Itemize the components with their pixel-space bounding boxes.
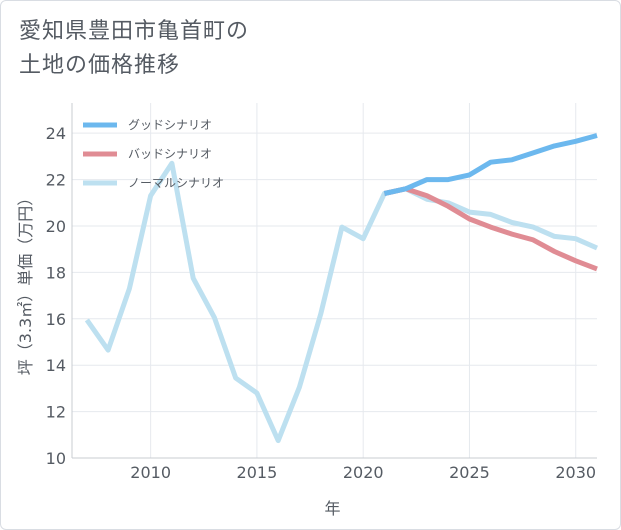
chart-title: 愛知県豊田市亀首町の 土地の価格推移 — [19, 15, 249, 83]
y-axis-title: 坪（3.3㎡）単価（万円） — [16, 190, 35, 375]
series-lines — [84, 133, 599, 444]
legend-label-0: グッドシナリオ — [128, 118, 212, 132]
axes: 2010 2015 2020 2025 2030 10 12 14 16 18 20 22 24 年 坪（3… — [16, 103, 597, 518]
series-line-1 — [383, 186, 598, 272]
series-line-0 — [383, 133, 598, 196]
series-line-2 — [84, 160, 599, 444]
y-tick-label-10: 10 — [46, 449, 66, 468]
grid-lines — [72, 103, 597, 459]
x-tick-label-2010: 2010 — [130, 463, 171, 482]
y-tick-label-16: 16 — [46, 310, 66, 329]
y-tick-label-12: 12 — [46, 403, 66, 422]
chart-title-line-1: 愛知県豊田市亀首町の — [19, 19, 250, 44]
y-tick-label-20: 20 — [46, 217, 66, 236]
chart-title-line-2: 土地の価格推移 — [19, 53, 181, 78]
x-tick-label-2030: 2030 — [555, 463, 596, 482]
y-tick-label-18: 18 — [46, 263, 66, 282]
y-tick-label-14: 14 — [46, 356, 66, 375]
y-tick-label-22: 22 — [46, 171, 66, 190]
x-tick-label-2020: 2020 — [343, 463, 384, 482]
x-tick-label-2025: 2025 — [449, 463, 490, 482]
legend-label-2: ノーマルシナリオ — [128, 176, 224, 190]
legend-label-1: バッドシナリオ — [128, 147, 212, 161]
y-tick-label-24: 24 — [46, 124, 66, 143]
x-axis-title: 年 — [324, 499, 340, 518]
x-tick-label-2015: 2015 — [237, 463, 278, 482]
